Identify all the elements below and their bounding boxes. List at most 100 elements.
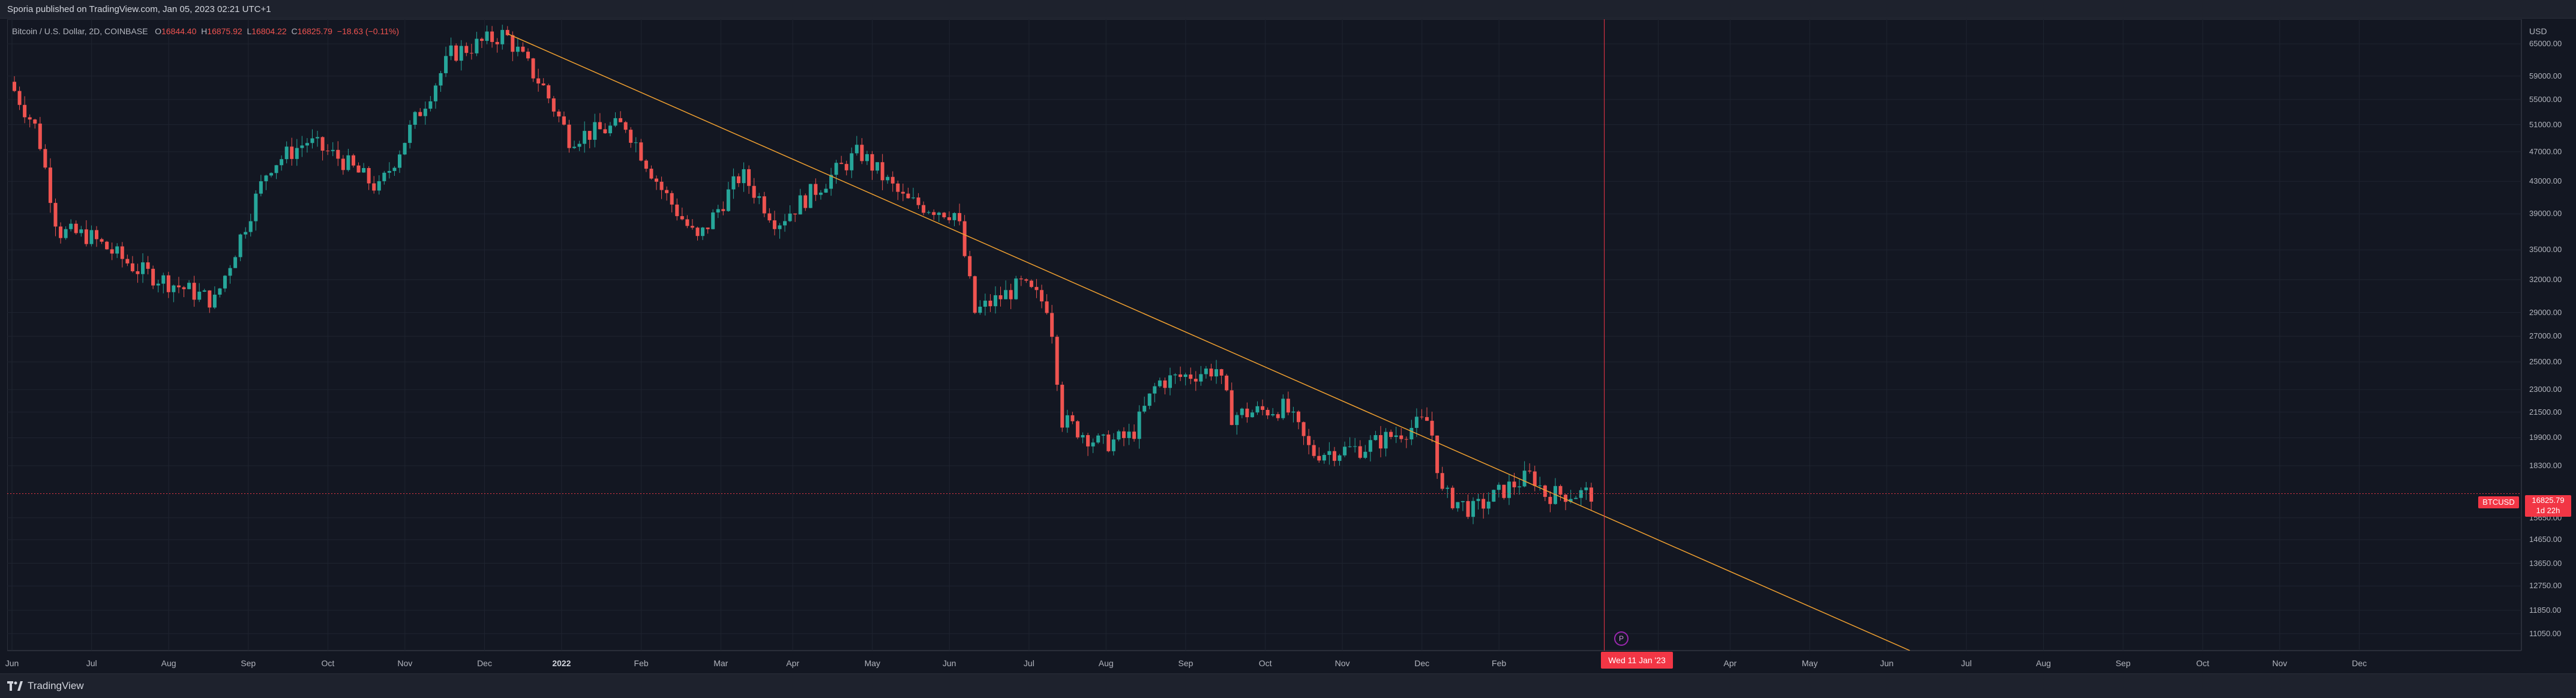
candlestick-chart[interactable] xyxy=(7,19,2521,651)
time-label: Dec xyxy=(2352,658,2367,668)
time-label: Jun xyxy=(942,658,956,668)
candle-body xyxy=(248,221,253,232)
candle-body xyxy=(1168,375,1172,388)
candle-body xyxy=(639,142,643,161)
candle-body xyxy=(48,167,52,203)
candle-body xyxy=(1111,439,1115,451)
candle-body xyxy=(382,172,386,181)
candle-body xyxy=(865,154,869,161)
candle-body xyxy=(362,168,366,173)
candle-body xyxy=(341,158,345,170)
tradingview-icon xyxy=(7,681,23,691)
candle-body xyxy=(89,230,94,244)
candle-body xyxy=(151,268,155,286)
candle-body xyxy=(1081,435,1085,438)
candle-body xyxy=(1579,490,1583,498)
candle-body xyxy=(1466,501,1470,517)
candle-body xyxy=(1440,473,1444,489)
candle-body xyxy=(464,46,469,53)
candle-body xyxy=(1410,427,1414,440)
candle-body xyxy=(778,225,782,229)
time-label: Dec xyxy=(1414,658,1430,668)
candle-body xyxy=(259,181,263,194)
price-label: 12750.00 xyxy=(2529,581,2562,591)
candle-body xyxy=(1378,435,1383,449)
price-label: 25000.00 xyxy=(2529,357,2562,366)
candle-body xyxy=(146,262,150,269)
candle-body xyxy=(577,143,581,147)
price-label: 51000.00 xyxy=(2529,119,2562,129)
candle-body xyxy=(916,197,920,205)
trendline[interactable] xyxy=(507,33,1911,651)
candle-body xyxy=(814,184,818,195)
candle-body xyxy=(444,56,448,73)
candle-body xyxy=(783,221,787,226)
time-label: Oct xyxy=(1258,658,1272,668)
time-label: Feb xyxy=(634,658,649,668)
price-axis[interactable]: USD 65000.00 59000.00 55000.00 51000.00 4700… xyxy=(2521,19,2576,651)
candle-body xyxy=(932,212,936,215)
candle-body xyxy=(331,149,335,151)
candle-body xyxy=(870,154,874,171)
candle-body xyxy=(706,227,710,229)
candle-body xyxy=(757,196,761,198)
price-label: 59000.00 xyxy=(2529,71,2562,80)
candle-body xyxy=(541,83,545,86)
candle-body xyxy=(254,193,258,221)
candle-body xyxy=(1414,417,1419,428)
candle-body xyxy=(685,219,689,226)
candle-body xyxy=(300,145,304,148)
event-marker-icon[interactable]: P xyxy=(1614,631,1629,646)
candle-body xyxy=(1086,435,1090,447)
time-label: Nov xyxy=(1335,658,1350,668)
price-label: 23000.00 xyxy=(2529,385,2562,394)
candle-body xyxy=(1235,415,1239,426)
candle-body xyxy=(120,246,124,259)
candle-body xyxy=(583,131,587,144)
candle-body xyxy=(911,197,915,199)
price-label: 47000.00 xyxy=(2529,146,2562,156)
price-label: 55000.00 xyxy=(2529,94,2562,104)
time-axis[interactable]: Jun Jul Aug Sep Oct Nov Dec 2022 Feb Mar Apr May Jun… xyxy=(5,651,2521,673)
time-label: Sep xyxy=(1178,658,1193,668)
candle-body xyxy=(84,229,88,244)
candle-body xyxy=(1040,290,1043,302)
candle-body xyxy=(1338,455,1342,461)
candle-body xyxy=(367,168,371,184)
time-label: Apr xyxy=(1723,658,1737,668)
candle-body xyxy=(449,45,453,56)
candle-body xyxy=(1225,375,1229,391)
candle-body xyxy=(1029,280,1033,287)
candle-body xyxy=(958,212,962,221)
candle-body xyxy=(834,163,838,175)
candle-body xyxy=(1343,447,1347,456)
time-label: Oct xyxy=(2196,658,2209,668)
candle-body xyxy=(906,193,910,199)
chart-grid xyxy=(7,19,2521,651)
time-label: Jul xyxy=(1961,658,1972,668)
candle-body xyxy=(649,169,653,179)
candle-body xyxy=(808,184,812,208)
candle-body xyxy=(1153,386,1157,394)
candle-body xyxy=(511,35,515,52)
candle-body xyxy=(1446,487,1450,489)
candle-body xyxy=(952,212,956,220)
time-label: Dec xyxy=(477,658,492,668)
time-label: Apr xyxy=(786,658,800,668)
candle-body xyxy=(644,160,648,169)
chart-pane[interactable] xyxy=(7,19,2521,651)
candle-body xyxy=(398,154,401,168)
tradingview-logo[interactable]: TradingView xyxy=(7,680,84,692)
candle-body xyxy=(896,183,900,192)
price-label: 39000.00 xyxy=(2529,209,2562,218)
candle-body xyxy=(1024,279,1028,281)
candle-body xyxy=(53,203,58,227)
time-label: Aug xyxy=(161,658,176,668)
candle-body xyxy=(547,85,551,98)
candle-body xyxy=(1394,435,1398,438)
time-label: May xyxy=(864,658,881,668)
candle-body xyxy=(1204,369,1208,375)
candle-body xyxy=(1240,408,1244,415)
candle-body xyxy=(824,188,828,193)
candle-body xyxy=(752,185,756,198)
